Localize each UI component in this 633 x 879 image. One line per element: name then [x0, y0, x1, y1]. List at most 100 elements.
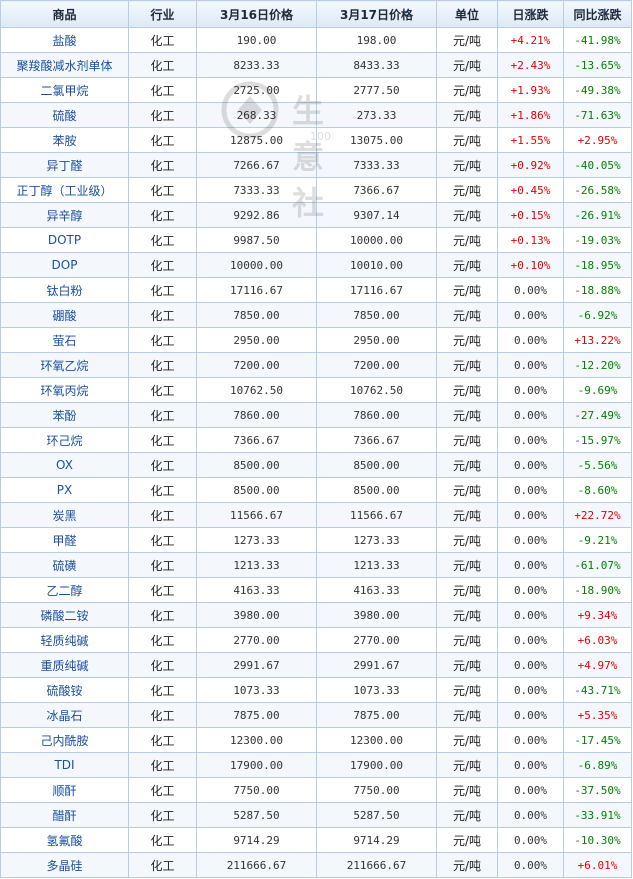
yoy-change-cell: -26.91%: [563, 202, 632, 228]
industry-cell: 化工: [128, 52, 197, 78]
product-name-link[interactable]: 钛白粉: [0, 277, 129, 303]
price-mar17-cell: 211666.67: [316, 852, 437, 878]
daily-change-cell: 0.00%: [497, 302, 564, 328]
header-price-mar17[interactable]: 3月17日价格: [316, 0, 437, 28]
header-price-mar16[interactable]: 3月16日价格: [196, 0, 317, 28]
table-row: 硫酸铵 化工 1073.33 1073.33 元/吨 0.00% -43.71%: [0, 677, 632, 703]
header-unit[interactable]: 单位: [436, 0, 498, 28]
product-name-link[interactable]: OX: [0, 452, 129, 478]
product-name-link[interactable]: 磷酸二铵: [0, 602, 129, 628]
unit-cell: 元/吨: [436, 577, 498, 603]
product-name-link[interactable]: TDI: [0, 752, 129, 778]
yoy-change-cell: +5.35%: [563, 702, 632, 728]
table-row: 硼酸 化工 7850.00 7850.00 元/吨 0.00% -6.92%: [0, 302, 632, 328]
daily-change-cell: 0.00%: [497, 602, 564, 628]
product-name-link[interactable]: 乙二醇: [0, 577, 129, 603]
industry-cell: 化工: [128, 727, 197, 753]
product-name-link[interactable]: 氢氟酸: [0, 827, 129, 853]
price-mar16-cell: 7366.67: [196, 427, 317, 453]
daily-change-cell: +1.86%: [497, 102, 564, 128]
table-row: DOTP 化工 9987.50 10000.00 元/吨 +0.13% -19.03%: [0, 227, 632, 253]
product-name-link[interactable]: 环己烷: [0, 427, 129, 453]
product-name-link[interactable]: 萤石: [0, 327, 129, 353]
daily-change-cell: 0.00%: [497, 827, 564, 853]
product-name-link[interactable]: 顺酐: [0, 777, 129, 803]
yoy-change-cell: -71.63%: [563, 102, 632, 128]
price-mar17-cell: 1073.33: [316, 677, 437, 703]
price-mar17-cell: 9307.14: [316, 202, 437, 228]
yoy-change-cell: -18.95%: [563, 252, 632, 278]
product-name-link[interactable]: 炭黑: [0, 502, 129, 528]
header-daily-change[interactable]: 日涨跌: [497, 0, 564, 28]
price-mar17-cell: 13075.00: [316, 127, 437, 153]
price-mar17-cell: 7200.00: [316, 352, 437, 378]
price-mar17-cell: 17116.67: [316, 277, 437, 303]
product-name-link[interactable]: DOTP: [0, 227, 129, 253]
industry-cell: 化工: [128, 777, 197, 803]
price-mar16-cell: 8500.00: [196, 477, 317, 503]
price-mar17-cell: 7850.00: [316, 302, 437, 328]
table-row: 二氯甲烷 化工 2725.00 2777.50 元/吨 +1.93% -49.38%: [0, 77, 632, 103]
table-row: 环氧丙烷 化工 10762.50 10762.50 元/吨 0.00% -9.69%: [0, 377, 632, 403]
industry-cell: 化工: [128, 577, 197, 603]
daily-change-cell: 0.00%: [497, 527, 564, 553]
product-name-link[interactable]: 异丁醛: [0, 152, 129, 178]
product-name-link[interactable]: 环氧乙烷: [0, 352, 129, 378]
yoy-change-cell: -49.38%: [563, 77, 632, 103]
product-name-link[interactable]: 己内酰胺: [0, 727, 129, 753]
price-mar17-cell: 273.33: [316, 102, 437, 128]
table-row: 乙二醇 化工 4163.33 4163.33 元/吨 0.00% -18.90%: [0, 577, 632, 603]
yoy-change-cell: -18.88%: [563, 277, 632, 303]
product-name-link[interactable]: DOP: [0, 252, 129, 278]
product-name-link[interactable]: 甲醛: [0, 527, 129, 553]
table-row: 环己烷 化工 7366.67 7366.67 元/吨 0.00% -15.97%: [0, 427, 632, 453]
daily-change-cell: 0.00%: [497, 552, 564, 578]
product-name-link[interactable]: 硫酸: [0, 102, 129, 128]
unit-cell: 元/吨: [436, 377, 498, 403]
product-name-link[interactable]: 硼酸: [0, 302, 129, 328]
daily-change-cell: +0.15%: [497, 202, 564, 228]
price-mar16-cell: 9292.86: [196, 202, 317, 228]
yoy-change-cell: -6.89%: [563, 752, 632, 778]
product-name-link[interactable]: 二氯甲烷: [0, 77, 129, 103]
unit-cell: 元/吨: [436, 227, 498, 253]
product-name-link[interactable]: 醋酐: [0, 802, 129, 828]
yoy-change-cell: +22.72%: [563, 502, 632, 528]
price-mar17-cell: 8433.33: [316, 52, 437, 78]
price-mar16-cell: 2991.67: [196, 652, 317, 678]
product-name-link[interactable]: 异辛醇: [0, 202, 129, 228]
product-name-link[interactable]: 盐酸: [0, 27, 129, 53]
price-mar16-cell: 7266.67: [196, 152, 317, 178]
yoy-change-cell: -26.58%: [563, 177, 632, 203]
price-mar17-cell: 12300.00: [316, 727, 437, 753]
product-name-link[interactable]: 环氧丙烷: [0, 377, 129, 403]
product-name-link[interactable]: 重质纯碱: [0, 652, 129, 678]
product-name-link[interactable]: 苯酚: [0, 402, 129, 428]
header-product[interactable]: 商品: [0, 0, 129, 28]
product-name-link[interactable]: 聚羧酸减水剂单体: [0, 52, 129, 78]
product-name-link[interactable]: 硫磺: [0, 552, 129, 578]
unit-cell: 元/吨: [436, 102, 498, 128]
product-name-link[interactable]: 正丁醇（工业级）: [0, 177, 129, 203]
unit-cell: 元/吨: [436, 527, 498, 553]
table-row: 盐酸 化工 190.00 198.00 元/吨 +4.21% -41.98%: [0, 27, 632, 53]
yoy-change-cell: -13.65%: [563, 52, 632, 78]
unit-cell: 元/吨: [436, 477, 498, 503]
product-name-link[interactable]: 冰晶石: [0, 702, 129, 728]
product-name-link[interactable]: PX: [0, 477, 129, 503]
industry-cell: 化工: [128, 477, 197, 503]
industry-cell: 化工: [128, 252, 197, 278]
header-industry[interactable]: 行业: [128, 0, 197, 28]
yoy-change-cell: -43.71%: [563, 677, 632, 703]
yoy-change-cell: -10.30%: [563, 827, 632, 853]
industry-cell: 化工: [128, 502, 197, 528]
industry-cell: 化工: [128, 277, 197, 303]
product-name-link[interactable]: 多晶硅: [0, 852, 129, 878]
product-name-link[interactable]: 轻质纯碱: [0, 627, 129, 653]
industry-cell: 化工: [128, 677, 197, 703]
daily-change-cell: 0.00%: [497, 777, 564, 803]
product-name-link[interactable]: 苯胺: [0, 127, 129, 153]
yoy-change-cell: -6.92%: [563, 302, 632, 328]
product-name-link[interactable]: 硫酸铵: [0, 677, 129, 703]
header-yoy-change[interactable]: 同比涨跌: [563, 0, 632, 28]
